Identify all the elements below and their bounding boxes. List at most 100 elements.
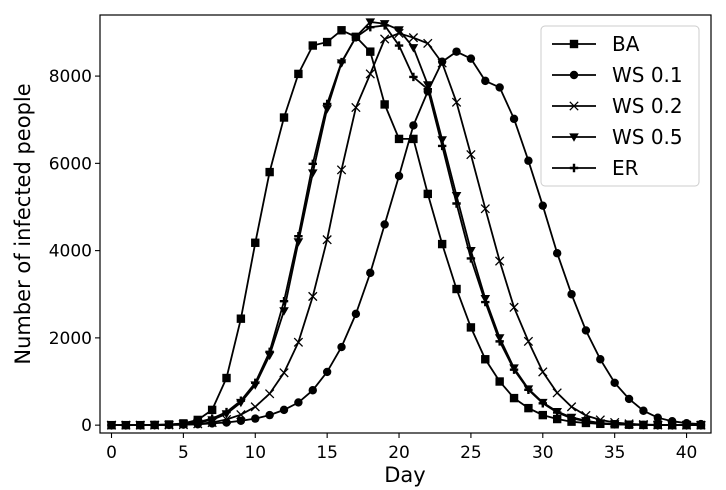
data-point — [293, 337, 304, 347]
data-point — [552, 249, 562, 258]
x-axis-label: Day — [384, 463, 425, 487]
data-point — [509, 114, 519, 124]
data-point — [107, 420, 116, 430]
data-point — [322, 37, 332, 47]
data-point — [639, 406, 648, 415]
legend-marker — [569, 101, 579, 111]
data-point — [423, 38, 433, 49]
x-axis: 0 5 10 15 20 25 30 35 40 — [106, 433, 697, 463]
data-point — [308, 291, 318, 302]
y-tick-label: 4000 — [49, 242, 92, 262]
legend-entry: ER — [552, 156, 639, 180]
data-point — [566, 402, 577, 412]
data-point — [236, 410, 246, 420]
data-point — [322, 99, 332, 109]
data-point — [322, 235, 332, 245]
data-point — [207, 414, 217, 423]
data-point — [480, 204, 490, 214]
data-point — [552, 388, 562, 398]
data-point — [279, 297, 289, 306]
data-point — [466, 149, 476, 160]
data-point — [250, 402, 260, 412]
data-point — [366, 23, 375, 32]
data-point — [509, 365, 519, 374]
legend-marker — [569, 39, 579, 49]
data-point — [380, 21, 389, 30]
data-point — [279, 113, 289, 122]
x-tick-label: 40 — [676, 443, 698, 463]
data-point — [294, 398, 303, 407]
data-point — [394, 41, 404, 50]
data-point — [236, 416, 246, 425]
data-point — [279, 405, 289, 415]
data-point — [538, 410, 547, 420]
legend-marker — [569, 133, 579, 142]
data-point — [452, 199, 461, 208]
data-point — [509, 393, 519, 403]
x-tick-label: 15 — [316, 443, 338, 463]
data-point — [265, 167, 274, 177]
x-tick-label: 5 — [178, 443, 189, 463]
y-tick-label: 8000 — [49, 67, 92, 87]
data-point — [322, 367, 332, 377]
y-axis: 0 2000 4000 6000 8000 — [49, 67, 100, 436]
data-point — [466, 54, 476, 63]
data-point — [552, 408, 562, 417]
data-point — [653, 420, 663, 430]
data-point — [179, 419, 188, 429]
data-point — [351, 102, 361, 113]
data-point — [696, 420, 706, 430]
data-point — [251, 378, 260, 388]
data-point — [682, 420, 691, 430]
data-point — [538, 367, 548, 377]
data-point — [567, 413, 576, 423]
data-point — [452, 284, 461, 294]
plot-area — [106, 18, 706, 430]
data-point — [236, 396, 246, 405]
legend-label: WS 0.1 — [612, 63, 683, 87]
data-point — [379, 34, 390, 44]
legend-entry: WS 0.2 — [552, 94, 683, 118]
data-point — [308, 159, 317, 168]
data-point — [495, 377, 504, 386]
data-point — [639, 420, 648, 430]
data-point — [251, 414, 260, 423]
data-point — [293, 238, 304, 247]
data-point — [524, 385, 533, 395]
data-point — [265, 410, 274, 420]
legend-label: WS 0.2 — [612, 94, 683, 118]
legend-box — [540, 25, 700, 187]
data-point — [610, 378, 619, 388]
data-point — [481, 76, 490, 86]
data-point — [409, 72, 418, 82]
series-er — [107, 21, 706, 430]
data-point — [193, 417, 202, 427]
data-point — [221, 414, 232, 425]
data-point — [409, 134, 418, 144]
data-point — [294, 232, 303, 241]
data-point — [408, 44, 419, 53]
data-point — [366, 268, 375, 278]
data-point — [466, 323, 476, 332]
y-tick-label: 0 — [81, 416, 92, 436]
legend-entry: BA — [552, 32, 640, 56]
data-point — [538, 399, 547, 408]
legend-entry: WS 0.1 — [552, 63, 683, 87]
x-tick-label: 20 — [388, 443, 410, 463]
data-point — [581, 326, 591, 335]
legend-marker — [569, 70, 579, 80]
x-tick-label: 0 — [106, 443, 117, 463]
data-point — [581, 417, 591, 426]
data-point — [251, 238, 260, 247]
data-point — [408, 33, 419, 43]
data-point — [380, 100, 389, 109]
legend-marker — [569, 163, 579, 173]
data-point — [365, 69, 375, 79]
data-point — [481, 297, 490, 307]
x-tick-label: 35 — [604, 443, 626, 463]
data-point — [523, 336, 534, 347]
data-point — [351, 309, 361, 319]
data-point — [380, 220, 389, 229]
legend-label: BA — [612, 32, 640, 56]
